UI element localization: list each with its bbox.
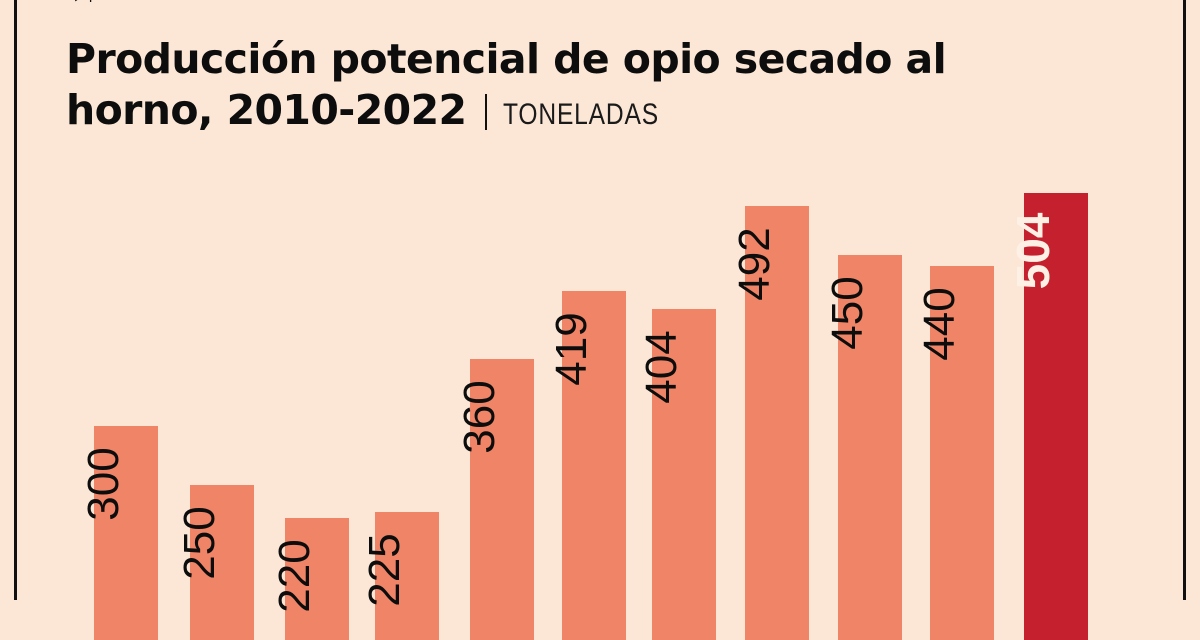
bar-value-label: 250 (175, 506, 224, 580)
bar-value-label: 225 (360, 533, 409, 607)
bar-4: 225 (360, 512, 439, 640)
bar-value-label: 300 (79, 447, 128, 521)
bar-value-label: 220 (270, 539, 319, 613)
bar-6: 419 (547, 291, 626, 640)
bar-5: 360 (455, 359, 534, 640)
title-divider (484, 94, 487, 131)
bar-value-label: 450 (823, 276, 872, 350)
bar-10: 440 (915, 266, 994, 640)
bar-3: 220 (270, 518, 349, 640)
left-border-rule (14, 0, 17, 600)
right-border-rule (1183, 0, 1186, 600)
cropped-text-sliver: , | (74, 0, 1074, 2)
bar-1: 300 (79, 426, 158, 640)
chart-canvas: , | Producción potencial de opio secado … (14, 0, 1186, 640)
bar-value-label: 440 (915, 287, 964, 361)
bar-value-label: 492 (730, 227, 779, 301)
page-title-years: horno, 2010-2022 (66, 86, 467, 135)
bar-9: 450 (823, 255, 902, 640)
bar-value-label: 404 (637, 330, 686, 404)
bar-2: 250 (175, 485, 254, 640)
chart-subtitle: TONELADAS (503, 98, 660, 132)
bar-value-label: 419 (547, 312, 596, 386)
chart-header: Producción potencial de opio secado al h… (66, 34, 1086, 134)
bar-8: 492 (730, 206, 809, 640)
title-second-line: horno, 2010-2022 TONELADAS (66, 86, 1086, 134)
bar-7: 404 (637, 309, 716, 640)
bar-chart-plot: 300 250 220 225 360 419 404 492 450 440 504 (79, 193, 1088, 640)
page-title: Producción potencial de opio secado al (66, 35, 947, 83)
bar-11: 504 (1007, 193, 1088, 640)
bar-value-label: 360 (455, 380, 504, 454)
bar-value-label: 504 (1007, 212, 1059, 290)
